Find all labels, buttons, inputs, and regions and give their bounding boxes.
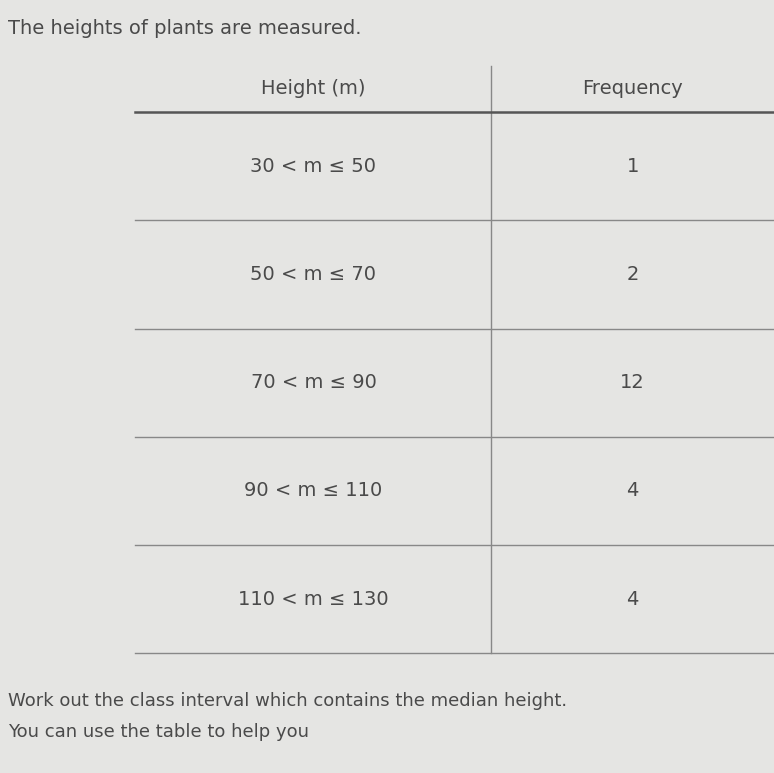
Text: The heights of plants are measured.: The heights of plants are measured. xyxy=(8,19,361,39)
Text: 4: 4 xyxy=(627,590,639,608)
Text: 12: 12 xyxy=(621,373,645,392)
Text: 50 < m ≤ 70: 50 < m ≤ 70 xyxy=(251,265,376,284)
Text: 1: 1 xyxy=(627,157,639,175)
Text: Work out the class interval which contains the median height.: Work out the class interval which contai… xyxy=(8,692,567,710)
Text: 2: 2 xyxy=(627,265,639,284)
Text: 70 < m ≤ 90: 70 < m ≤ 90 xyxy=(251,373,376,392)
Text: Frequency: Frequency xyxy=(582,80,683,98)
Text: 90 < m ≤ 110: 90 < m ≤ 110 xyxy=(245,482,382,500)
Text: 4: 4 xyxy=(627,482,639,500)
Text: Height (m): Height (m) xyxy=(261,80,366,98)
Text: You can use the table to help you: You can use the table to help you xyxy=(8,723,309,741)
Text: 110 < m ≤ 130: 110 < m ≤ 130 xyxy=(238,590,389,608)
Text: 30 < m ≤ 50: 30 < m ≤ 50 xyxy=(251,157,376,175)
